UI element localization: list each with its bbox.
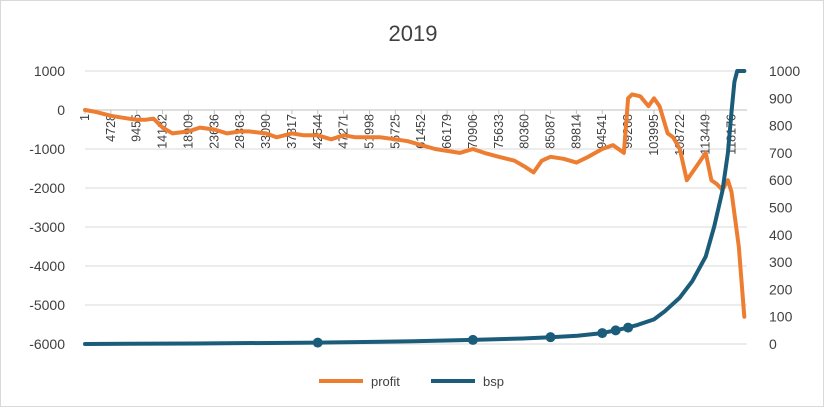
series-marker-bsp — [610, 325, 621, 336]
x-tick-label: 33090 — [259, 114, 273, 149]
y-right-tick-label: 500 — [769, 200, 793, 216]
x-tick-label: 61452 — [414, 114, 428, 149]
y-left-tick-label: -1000 — [29, 141, 65, 157]
x-tick-label: 89814 — [569, 114, 583, 149]
x-tick-label: 113449 — [699, 114, 713, 155]
x-tick-label: 75633 — [492, 114, 506, 149]
x-tick-label: 51998 — [362, 114, 376, 149]
x-tick-label: 70906 — [466, 114, 480, 149]
series-marker-bsp — [623, 322, 634, 333]
legend-label-profit: profit — [371, 374, 400, 389]
chart-title: 2019 — [389, 21, 438, 46]
series-marker-bsp — [312, 337, 323, 348]
x-tick-label: 80360 — [518, 114, 532, 149]
x-tick-label: 66179 — [440, 114, 454, 149]
y-right-tick-label: 1000 — [769, 63, 800, 79]
y-left-tick-label: -4000 — [29, 258, 65, 274]
x-tick-label: 42544 — [311, 114, 325, 149]
y-right-tick-label: 100 — [769, 309, 793, 325]
x-tick-label: 47271 — [337, 114, 351, 149]
y-left-tick-label: -3000 — [29, 219, 65, 235]
y-right-tick-label: 0 — [769, 336, 777, 352]
series-marker-bsp — [467, 334, 478, 345]
y-left-tick-label: 0 — [57, 102, 65, 118]
x-tick-label: 56725 — [388, 114, 402, 149]
series-line-bsp — [83, 69, 747, 346]
x-tick-label: 37817 — [285, 114, 299, 149]
x-tick-label: 4728 — [104, 114, 118, 142]
y-right-tick-label: 600 — [769, 172, 793, 188]
series-marker-bsp — [597, 328, 608, 339]
y-right-tick-label: 700 — [769, 145, 793, 161]
y-right-tick-label: 300 — [769, 254, 793, 270]
legend-label-bsp: bsp — [483, 374, 504, 389]
y-right-tick-label: 800 — [769, 118, 793, 134]
y-left-tick-label: -5000 — [29, 297, 65, 313]
y-right-tick-label: 400 — [769, 227, 793, 243]
y-left-tick-label: -2000 — [29, 180, 65, 196]
x-tick-label: 1 — [78, 114, 92, 121]
y-left-tick-label: -6000 — [29, 336, 65, 352]
x-tick-label: 103995 — [647, 114, 661, 156]
series-marker-bsp — [545, 332, 556, 343]
series-line-profit — [83, 92, 747, 319]
x-tick-label: 85087 — [544, 114, 558, 149]
y-right-tick-label: 900 — [769, 90, 793, 106]
y-right-tick-label: 200 — [769, 281, 793, 297]
x-tick-label: 94541 — [595, 114, 609, 149]
y-left-tick-label: 1000 — [34, 63, 65, 79]
